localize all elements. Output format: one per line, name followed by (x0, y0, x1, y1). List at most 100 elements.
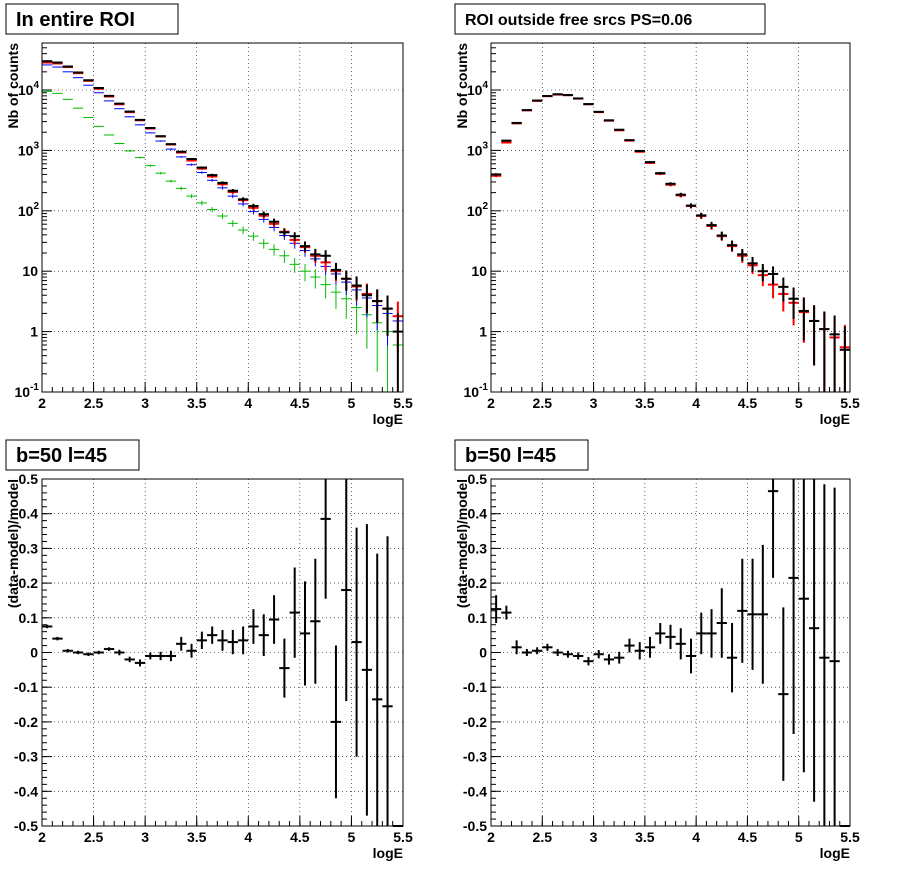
x-axis-label: logE (820, 411, 850, 427)
y-tick-exponent: 2 (33, 201, 39, 212)
y-tick-label: -0.5 (463, 818, 487, 834)
data-point (767, 479, 779, 578)
data-point (501, 605, 512, 620)
y-tick-exponent: -1 (479, 382, 488, 393)
data-point (624, 638, 635, 653)
data-point (593, 110, 604, 113)
x-tick-label: 5.5 (393, 395, 413, 411)
data-series-1 (491, 93, 850, 392)
data-point (552, 649, 563, 656)
data-point (207, 173, 218, 177)
data-point (716, 588, 727, 658)
data-point (562, 94, 574, 97)
data-point (501, 141, 512, 144)
x-tick-label: 3.5 (635, 395, 655, 411)
data-point (644, 636, 656, 658)
x-tick-label: 4.5 (738, 395, 758, 411)
chart-panel-2: ROI outside free srcs PS=0.06 2 2.5 3 3.5 4 4.… (454, 3, 860, 427)
data-point (351, 276, 362, 300)
y-tick-label: 103 (467, 140, 489, 158)
data-point (52, 636, 63, 641)
data-point (279, 228, 290, 237)
data-point (706, 609, 717, 658)
data-point (186, 643, 197, 658)
data-point (42, 90, 53, 92)
y-tick-label: 104 (18, 80, 40, 98)
y-tick-label: 0.2 (468, 575, 488, 591)
data-point (72, 107, 84, 109)
data-point (165, 148, 177, 150)
chart-panel-3: b=50 l=45 2 2.5 3 3.5 4 4.5 5 5.5 -0.5 -0.4 -0.3 -0.… (5, 439, 413, 861)
y-tick-label: 0.4 (19, 506, 39, 522)
y-tick-label: 0 (30, 645, 38, 661)
data-point (176, 636, 187, 651)
x-tick-label: 5.5 (840, 395, 860, 411)
x-tick-label: 4 (692, 395, 700, 411)
y-tick-label: 0.5 (19, 471, 39, 487)
data-point (72, 650, 84, 655)
data-point (310, 248, 321, 262)
data-point (583, 657, 594, 666)
data-point (603, 119, 615, 122)
y-tick-label: 0.5 (468, 471, 488, 487)
y-tick-label: -0.5 (14, 818, 38, 834)
x-tick-label: 5 (348, 829, 356, 845)
data-point (511, 121, 522, 124)
data-point (299, 241, 311, 252)
y-tick-label: 0 (479, 645, 487, 661)
data-point (562, 650, 574, 658)
data-series-3 (42, 61, 403, 353)
data-point (665, 182, 676, 186)
data-point (716, 231, 727, 241)
data-point (62, 649, 73, 653)
y-axis-label: Nb of counts (454, 43, 470, 129)
data-point (361, 284, 373, 314)
data-point (634, 149, 645, 152)
y-tick-label: 0.1 (468, 610, 488, 626)
data-point (289, 232, 300, 241)
data-point (207, 207, 218, 213)
x-tick-label: 5.5 (840, 829, 860, 845)
data-point (237, 201, 249, 207)
y-tick-exponent: 3 (482, 140, 488, 151)
data-point (320, 479, 331, 599)
x-tick-label: 5 (348, 395, 356, 411)
y-tick-label: -0.3 (463, 749, 487, 765)
data-series-1 (491, 479, 850, 827)
y-axis-label: (data-model)/model (454, 479, 470, 608)
chart-title-box (5, 439, 140, 471)
x-tick-label: 4.5 (738, 829, 758, 845)
data-point (93, 86, 104, 89)
data-point (134, 118, 146, 121)
data-point (382, 536, 393, 826)
data-point (675, 192, 686, 197)
data-point (227, 194, 238, 199)
data-point (114, 102, 125, 105)
data-point (521, 649, 533, 656)
data-point (706, 221, 717, 229)
data-point (757, 544, 768, 684)
data-point (186, 158, 197, 161)
y-tick-label: 102 (467, 201, 489, 219)
data-point (114, 649, 125, 656)
data-point (341, 270, 352, 291)
data-point (103, 134, 115, 136)
data-point (289, 567, 300, 658)
data-point (124, 150, 135, 152)
data-point (52, 92, 63, 94)
data-point (217, 213, 228, 220)
data-point (42, 624, 53, 629)
y-tick-label: -0.3 (14, 749, 38, 765)
y-tick-label: 10-1 (464, 382, 489, 400)
data-point (511, 640, 522, 655)
data-point (737, 558, 748, 663)
data-point (93, 92, 104, 94)
x-axis-label: logE (373, 845, 403, 861)
y-axis-label: Nb of counts (5, 43, 21, 129)
chart-title-box (5, 3, 179, 35)
y-tick-base: 10 (467, 82, 483, 98)
data-point (798, 297, 809, 341)
data-point (361, 524, 373, 816)
